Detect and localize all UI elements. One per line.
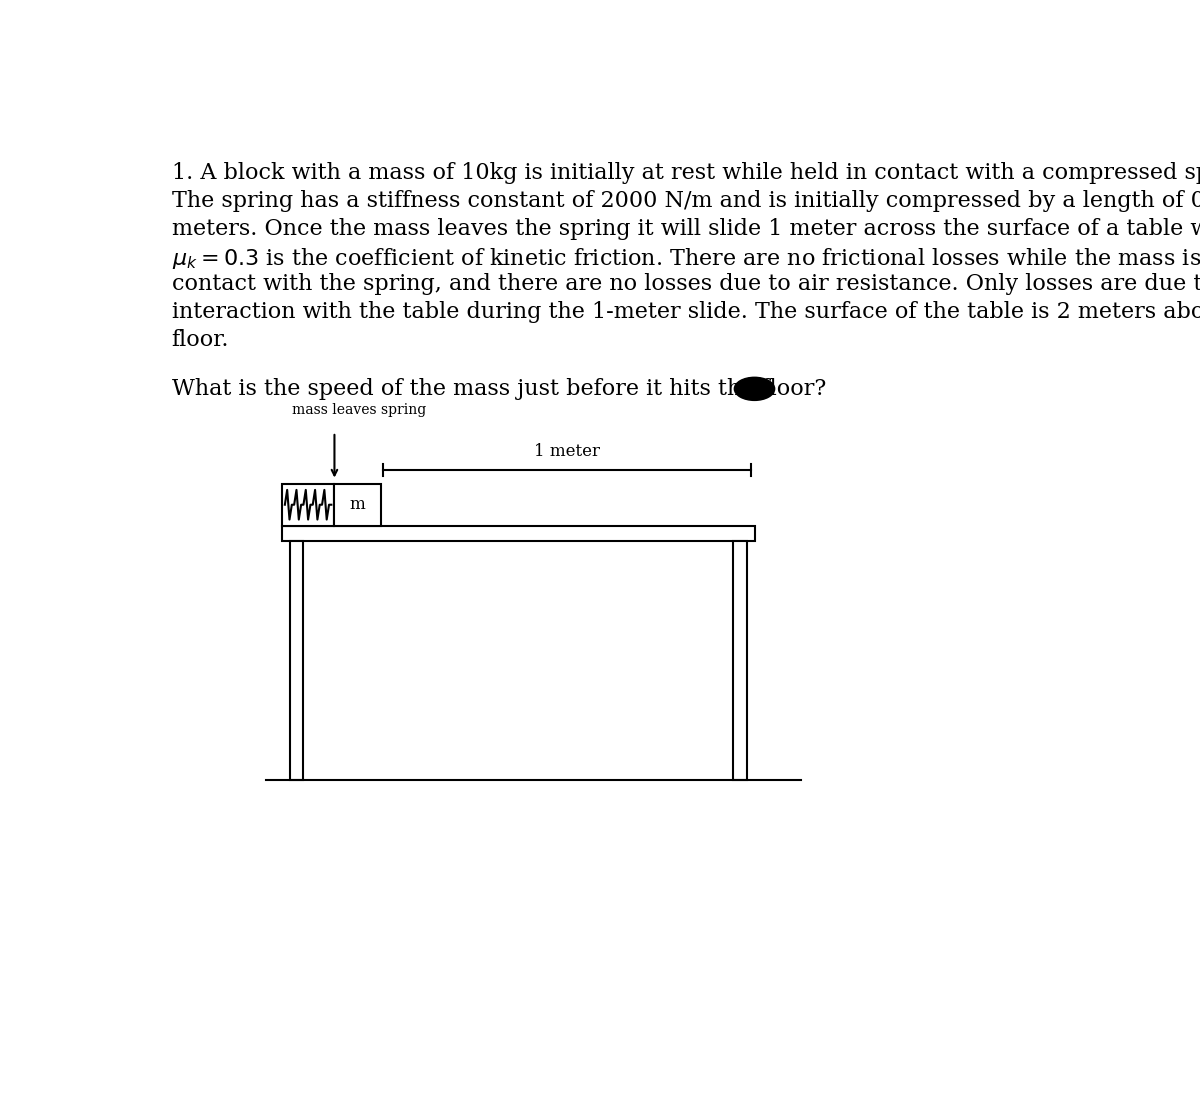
Bar: [282, 526, 755, 542]
Text: What is the speed of the mass just before it hits the floor?: What is the speed of the mass just befor…: [172, 379, 826, 400]
Text: 1. A block with a mass of 10kg is initially at rest while held in contact with a: 1. A block with a mass of 10kg is initia…: [172, 162, 1200, 184]
Bar: [733, 542, 746, 780]
Text: $\mu_k = 0.3$ is the coefficient of kinetic friction. There are no frictional lo: $\mu_k = 0.3$ is the coefficient of kine…: [172, 245, 1200, 271]
Text: mass leaves spring: mass leaves spring: [292, 403, 426, 416]
Text: interaction with the table during the 1-meter slide. The surface of the table is: interaction with the table during the 1-…: [172, 301, 1200, 323]
Bar: [282, 484, 335, 526]
Bar: [289, 542, 304, 780]
Ellipse shape: [734, 377, 775, 401]
Text: contact with the spring, and there are no losses due to air resistance. Only los: contact with the spring, and there are n…: [172, 273, 1200, 295]
Text: m: m: [350, 496, 366, 513]
Text: floor.: floor.: [172, 329, 229, 351]
Text: 1 meter: 1 meter: [534, 444, 600, 461]
Text: The spring has a stiffness constant of 2000 N/m and is initially compressed by a: The spring has a stiffness constant of 2…: [172, 190, 1200, 212]
Text: meters. Once the mass leaves the spring it will slide 1 meter across the surface: meters. Once the mass leaves the spring …: [172, 218, 1200, 240]
Bar: [335, 484, 380, 526]
